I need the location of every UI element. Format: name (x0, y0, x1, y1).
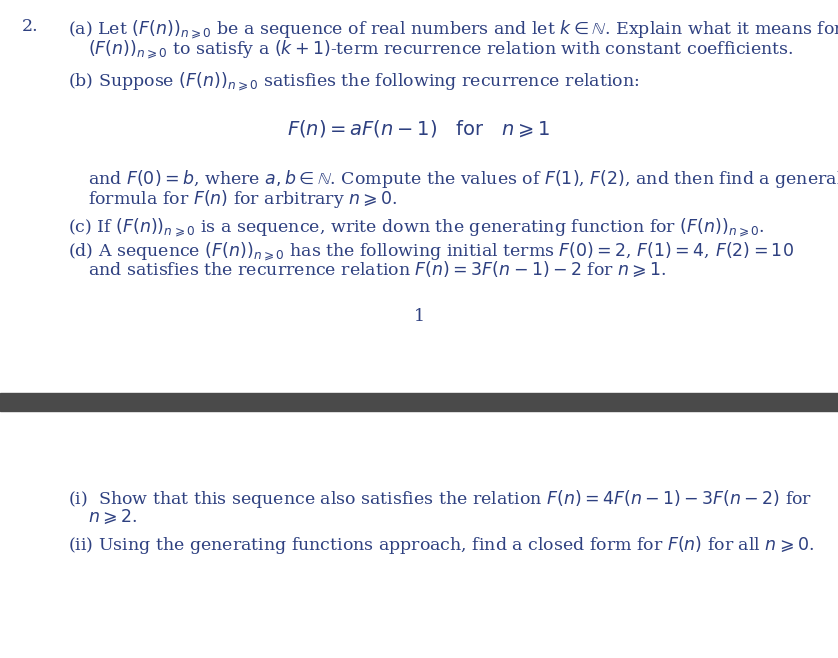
Text: $(F(n))_{n\geqslant 0}$ to satisfy a $(k+1)$-term recurrence relation with const: $(F(n))_{n\geqslant 0}$ to satisfy a $(k… (88, 38, 794, 60)
Text: (i)  Show that this sequence also satisfies the relation $F(n) = 4F(n-1) - 3F(n-: (i) Show that this sequence also satisfi… (68, 488, 812, 510)
Text: formula for $F(n)$ for arbitrary $n \geqslant 0$.: formula for $F(n)$ for arbitrary $n \geq… (88, 188, 398, 210)
Text: (b) Suppose $(F(n))_{n\geqslant 0}$ satisfies the following recurrence relation:: (b) Suppose $(F(n))_{n\geqslant 0}$ sati… (68, 70, 639, 92)
Text: (ii) Using the generating functions approach, find a closed form for $F(n)$ for : (ii) Using the generating functions appr… (68, 534, 815, 556)
Bar (0, 393, 838, 411)
Text: 2.: 2. (22, 18, 39, 35)
Text: $n \geqslant 2$.: $n \geqslant 2$. (88, 508, 137, 526)
Text: 1: 1 (413, 308, 425, 325)
Text: (a) Let $(F(n))_{n\geqslant 0}$ be a sequence of real numbers and let $k \in \ma: (a) Let $(F(n))_{n\geqslant 0}$ be a seq… (68, 18, 838, 40)
Text: (d) A sequence $(F(n))_{n\geqslant 0}$ has the following initial terms $F(0) = 2: (d) A sequence $(F(n))_{n\geqslant 0}$ h… (68, 240, 794, 262)
Text: and $F(0) = b$, where $a, b \in \mathbb{N}$. Compute the values of $F(1)$, $F(2): and $F(0) = b$, where $a, b \in \mathbb{… (88, 168, 838, 190)
Text: (c) If $(F(n))_{n\geqslant 0}$ is a sequence, write down the generating function: (c) If $(F(n))_{n\geqslant 0}$ is a sequ… (68, 216, 765, 238)
Text: $F(n) = aF(n-1)\quad \text{for}\quad n \geqslant 1$: $F(n) = aF(n-1)\quad \text{for}\quad n \… (287, 118, 551, 139)
Text: and satisfies the recurrence relation $F(n) = 3F(n-1) - 2$ for $n \geqslant 1$.: and satisfies the recurrence relation $F… (88, 260, 667, 279)
